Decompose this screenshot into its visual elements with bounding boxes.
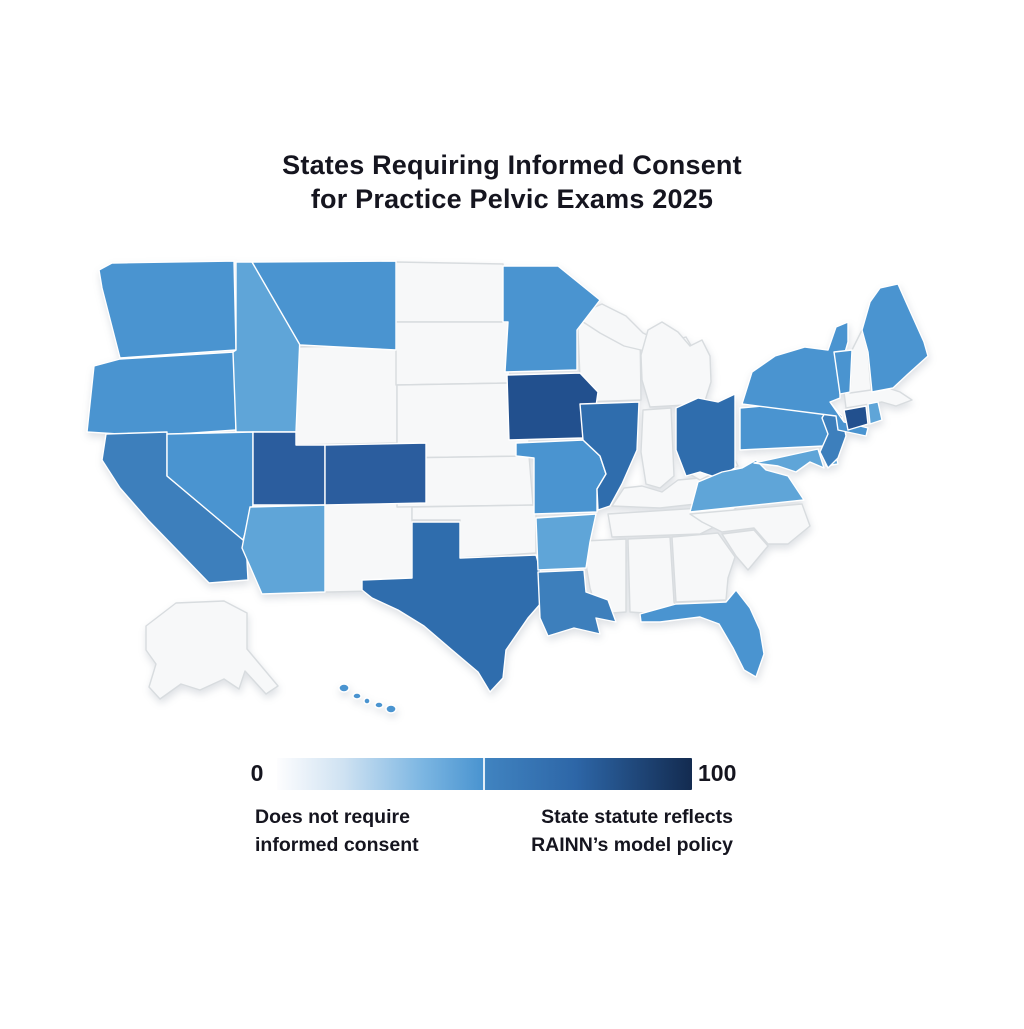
- states-group: [86, 260, 929, 714]
- state-ct: [843, 405, 869, 431]
- state-wy: [295, 344, 398, 446]
- state-vt: [833, 349, 853, 395]
- state-md: [753, 448, 825, 473]
- state-hi-island: [363, 697, 371, 705]
- state-nc: [689, 503, 811, 545]
- state-fl: [639, 589, 765, 678]
- title-line-2: for Practice Pelvic Exams 2025: [310, 184, 714, 214]
- state-va: [689, 459, 805, 513]
- state-tx: [361, 521, 543, 693]
- page-title: States Requiring Informed Consent for Pr…: [0, 148, 1024, 216]
- legend-midpoint-divider: [482, 758, 486, 790]
- state-nd: [395, 261, 507, 323]
- state-in: [640, 407, 675, 489]
- legend-right-label-line-1: State statute reflects: [541, 806, 733, 828]
- state-wa: [98, 260, 237, 359]
- state-al: [627, 536, 679, 615]
- state-sc: [721, 529, 769, 571]
- title-line-1: States Requiring Informed Consent: [282, 150, 742, 180]
- legend-min-value: 0: [250, 760, 264, 786]
- legend-left-label-line-1: Does not require: [255, 806, 410, 828]
- state-ga: [671, 532, 736, 603]
- state-la: [537, 569, 617, 637]
- legend-right-label-line-2: RAINN’s model policy: [531, 834, 733, 856]
- state-il: [579, 401, 640, 511]
- state-oh: [675, 393, 736, 479]
- state-mt: [251, 260, 397, 351]
- state-ky: [611, 477, 713, 509]
- legend-left-label: Does not require informed consent: [255, 803, 419, 859]
- state-ar: [535, 513, 597, 571]
- state-hi-island: [374, 701, 384, 709]
- legend-left-label-line-2: informed consent: [255, 834, 419, 856]
- state-az: [241, 504, 326, 595]
- state-hi-island: [385, 704, 397, 714]
- state-or: [86, 351, 237, 437]
- state-sd: [395, 321, 511, 386]
- state-hi-island: [352, 692, 362, 700]
- state-me: [861, 283, 929, 393]
- state-ak: [145, 600, 279, 700]
- state-hi: [338, 683, 397, 714]
- legend-max-value: 100: [698, 760, 737, 786]
- state-mi-lower: [640, 321, 712, 408]
- state-hi-island: [338, 683, 350, 693]
- legend-gradient-bar: [277, 758, 692, 790]
- state-co: [324, 442, 427, 506]
- legend-right-label: State statute reflects RAINN’s model pol…: [450, 803, 733, 859]
- state-mn: [502, 265, 601, 373]
- state-ri: [867, 401, 883, 425]
